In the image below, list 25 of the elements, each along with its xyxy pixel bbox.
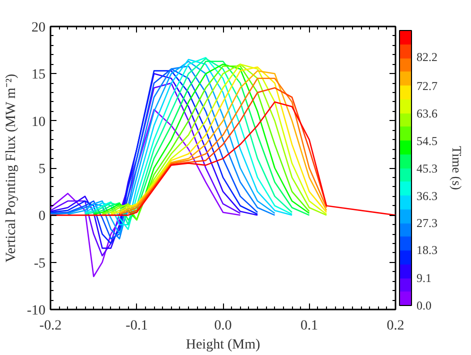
color-bar-label: 45.3 xyxy=(416,162,438,176)
x-axis-title: Height (Mm) xyxy=(186,338,260,352)
y-tick-label: 15 xyxy=(32,68,46,83)
color-bar-label: 9.1 xyxy=(416,271,432,285)
color-bar-title: Time (s) xyxy=(450,146,464,190)
color-bar-label: 72.7 xyxy=(416,78,438,93)
x-tick-label: -0.2 xyxy=(39,318,62,334)
y-tick-label: 10 xyxy=(32,114,46,130)
color-bar-label: 18.3 xyxy=(416,243,438,258)
color-bar-label: 54.5 xyxy=(416,134,438,148)
y-tick-label: -5 xyxy=(34,256,46,272)
color-bar-label: 36.3 xyxy=(416,188,438,203)
color-bar-label: 27.3 xyxy=(416,216,438,230)
x-tick-label: 0.2 xyxy=(386,318,404,334)
x-tick-label: 0.0 xyxy=(214,318,232,334)
x-tick-label: 0.1 xyxy=(300,318,318,334)
y-axis-title: Vertical Poynting Flux (MW m⁻²) xyxy=(4,73,19,262)
y-tick-label: -10 xyxy=(26,304,46,318)
color-bar-label: 0.0 xyxy=(416,298,432,312)
y-tick-label: 0 xyxy=(38,209,46,224)
y-tick-label: 5 xyxy=(38,162,46,177)
color-bar-label: 63.6 xyxy=(416,106,438,120)
color-bar-label: 82.2 xyxy=(416,50,438,64)
y-tick-label: 20 xyxy=(32,20,46,36)
x-tick-label: -0.1 xyxy=(126,318,148,334)
